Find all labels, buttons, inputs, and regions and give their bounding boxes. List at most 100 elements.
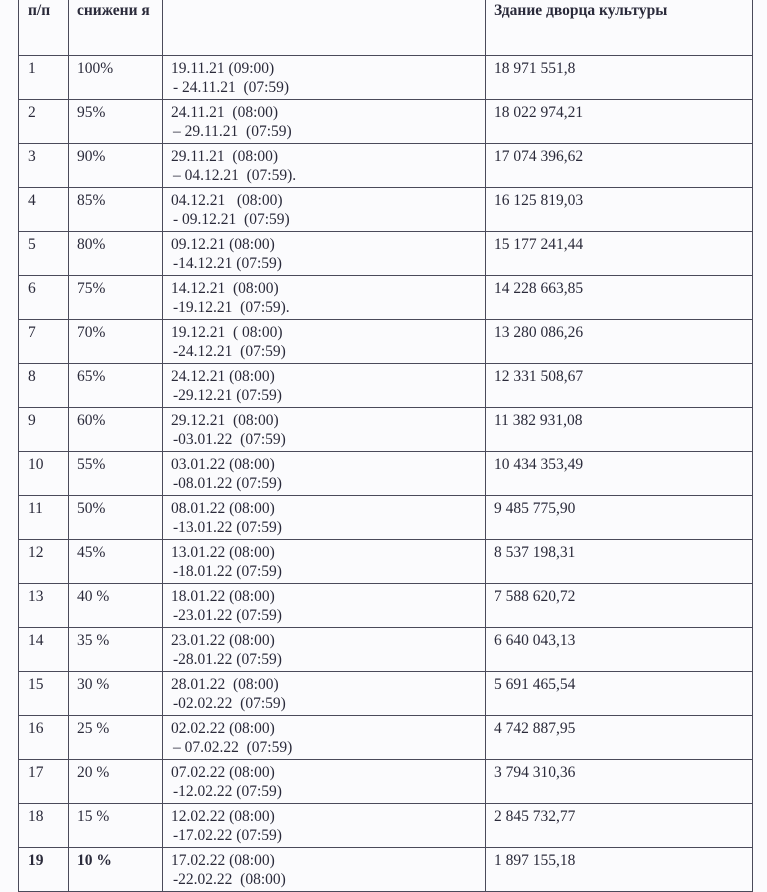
row-number: 14 (18, 627, 69, 672)
period-cell: 09.12.21 (08:00) -14.12.21 (07:59) (162, 231, 486, 276)
price-value: 1 897 155,18 (485, 847, 753, 892)
table-row: 15 30 % 28.01.22 (08:00) -02.02.22 (07:59) 5… (18, 671, 753, 716)
price-value: 5 691 465,54 (485, 671, 753, 716)
reduction-percent: 50% (68, 495, 163, 540)
table-row: 8 65% 24.12.21 (08:00) -29.12.21 (07:59) 12 … (18, 363, 753, 408)
reduction-percent: 25 % (68, 715, 163, 760)
price-value: 6 640 043,13 (485, 627, 753, 672)
period-start: 09.12.21 (08:00) (171, 236, 275, 253)
price-value: 14 228 663,85 (485, 275, 753, 320)
period-cell: 14.12.21 (08:00) -19.12.21 (07:59). (162, 275, 486, 320)
header-number: п/п (18, 0, 69, 56)
table-row: 9 60% 29.12.21 (08:00) -03.01.22 (07:59) 11 … (18, 407, 753, 452)
table-row: 10 55% 03.01.22 (08:00) -08.01.22 (07:59) 10… (18, 451, 753, 496)
period-start: 12.02.22 (08:00) (171, 808, 275, 825)
price-value: 2 845 732,77 (485, 803, 753, 848)
price-value: 3 794 310,36 (485, 759, 753, 804)
price-value: 16 125 819,03 (485, 187, 753, 232)
period-start: 02.02.22 (08:00) (171, 720, 275, 737)
period-cell: 02.02.22 (08:00) – 07.02.22 (07:59) (162, 715, 486, 760)
row-number: 5 (18, 231, 69, 276)
reduction-percent: 85% (68, 187, 163, 232)
row-number: 8 (18, 363, 69, 408)
price-value: 18 022 974,21 (485, 99, 753, 144)
row-number: 19 (18, 847, 69, 892)
price-value: 17 074 396,62 (485, 143, 753, 188)
row-number: 2 (18, 99, 69, 144)
price-value: 10 434 353,49 (485, 451, 753, 496)
period-cell: 08.01.22 (08:00) -13.01.22 (07:59) (162, 495, 486, 540)
price-reduction-table: п/п снижени я Здание дворца культуры 1 10… (18, 0, 753, 892)
row-number: 1 (18, 55, 69, 100)
price-value: 18 971 551,8 (485, 55, 753, 100)
row-number: 16 (18, 715, 69, 760)
row-number: 3 (18, 143, 69, 188)
period-cell: 19.11.21 (09:00) - 24.11.21 (07:59) (162, 55, 486, 100)
price-value: 8 537 198,31 (485, 539, 753, 584)
period-cell: 18.01.22 (08:00) -23.01.22 (07:59) (162, 583, 486, 628)
period-start: 19.11.21 (09:00) (171, 60, 275, 77)
table-row: 11 50% 08.01.22 (08:00) -13.01.22 (07:59) 9 … (18, 495, 753, 540)
period-end: -18.01.22 (07:59) (173, 563, 282, 580)
row-number: 10 (18, 451, 69, 496)
period-cell: 04.12.21 (08:00) - 09.12.21 (07:59) (162, 187, 486, 232)
period-end: -23.01.22 (07:59) (173, 607, 282, 624)
period-start: 07.02.22 (08:00) (171, 764, 275, 781)
period-end: -29.12.21 (07:59) (173, 387, 282, 404)
period-start: 29.12.21 (08:00) (171, 412, 279, 429)
period-cell: 24.11.21 (08:00) – 29.11.21 (07:59) (162, 99, 486, 144)
period-cell: 03.01.22 (08:00) -08.01.22 (07:59) (162, 451, 486, 496)
period-end: -19.12.21 (07:59). (173, 299, 290, 316)
table-row: 7 70% 19.12.21 ( 08:00) -24.12.21 (07:59) 13… (18, 319, 753, 364)
price-value: 15 177 241,44 (485, 231, 753, 276)
period-start: 29.11.21 (08:00) (171, 148, 279, 165)
period-cell: 17.02.22 (08:00) -22.02.22 (08:00) (162, 847, 486, 892)
period-cell: 28.01.22 (08:00) -02.02.22 (07:59) (162, 671, 486, 716)
reduction-percent: 60% (68, 407, 163, 452)
table-row: 1 100% 19.11.21 (09:00) - 24.11.21 (07:59) 1… (18, 55, 753, 100)
period-end: -12.02.22 (07:59) (173, 783, 282, 800)
table-row: 14 35 % 23.01.22 (08:00) -28.01.22 (07:59) 6… (18, 627, 753, 672)
reduction-percent: 70% (68, 319, 163, 364)
reduction-percent: 30 % (68, 671, 163, 716)
price-value: 12 331 508,67 (485, 363, 753, 408)
row-number: 18 (18, 803, 69, 848)
reduction-percent: 100% (68, 55, 163, 100)
header-building: Здание дворца культуры (485, 0, 753, 56)
reduction-percent: 80% (68, 231, 163, 276)
period-end: -02.02.22 (07:59) (173, 695, 286, 712)
period-end: -17.02.22 (07:59) (173, 827, 282, 844)
row-number: 9 (18, 407, 69, 452)
row-number: 4 (18, 187, 69, 232)
reduction-percent: 15 % (68, 803, 163, 848)
period-end: -14.12.21 (07:59) (173, 255, 282, 272)
header-reduction: снижени я (68, 0, 163, 56)
table-row: 18 15 % 12.02.22 (08:00) -17.02.22 (07:59) 2… (18, 803, 753, 848)
period-cell: 23.01.22 (08:00) -28.01.22 (07:59) (162, 627, 486, 672)
table-row: 16 25 % 02.02.22 (08:00) – 07.02.22 (07:59)… (18, 715, 753, 760)
table-header-row: п/п снижени я Здание дворца культуры (18, 0, 753, 56)
period-start: 18.01.22 (08:00) (171, 588, 275, 605)
period-start: 04.12.21 (08:00) (171, 192, 283, 209)
reduction-percent: 10 % (68, 847, 163, 892)
row-number: 12 (18, 539, 69, 584)
row-number: 15 (18, 671, 69, 716)
header-period (162, 0, 486, 56)
table-row: 5 80% 09.12.21 (08:00) -14.12.21 (07:59) 15 … (18, 231, 753, 276)
table-row: 2 95% 24.11.21 (08:00) – 29.11.21 (07:59) 18… (18, 99, 753, 144)
period-end: – 04.12.21 (07:59). (173, 167, 297, 184)
price-value: 7 588 620,72 (485, 583, 753, 628)
reduction-percent: 75% (68, 275, 163, 320)
row-number: 11 (18, 495, 69, 540)
period-end: -28.01.22 (07:59) (173, 651, 282, 668)
table-row: 3 90% 29.11.21 (08:00) – 04.12.21 (07:59). 1… (18, 143, 753, 188)
reduction-percent: 45% (68, 539, 163, 584)
period-start: 19.12.21 ( 08:00) (171, 324, 283, 341)
period-cell: 19.12.21 ( 08:00) -24.12.21 (07:59) (162, 319, 486, 364)
row-number: 6 (18, 275, 69, 320)
reduction-percent: 65% (68, 363, 163, 408)
period-start: 03.01.22 (08:00) (171, 456, 275, 473)
table-row: 19 10 % 17.02.22 (08:00) -22.02.22 (08:00) 1… (18, 847, 753, 892)
table-row: 4 85% 04.12.21 (08:00) - 09.12.21 (07:59) 16… (18, 187, 753, 232)
period-cell: 29.12.21 (08:00) -03.01.22 (07:59) (162, 407, 486, 452)
